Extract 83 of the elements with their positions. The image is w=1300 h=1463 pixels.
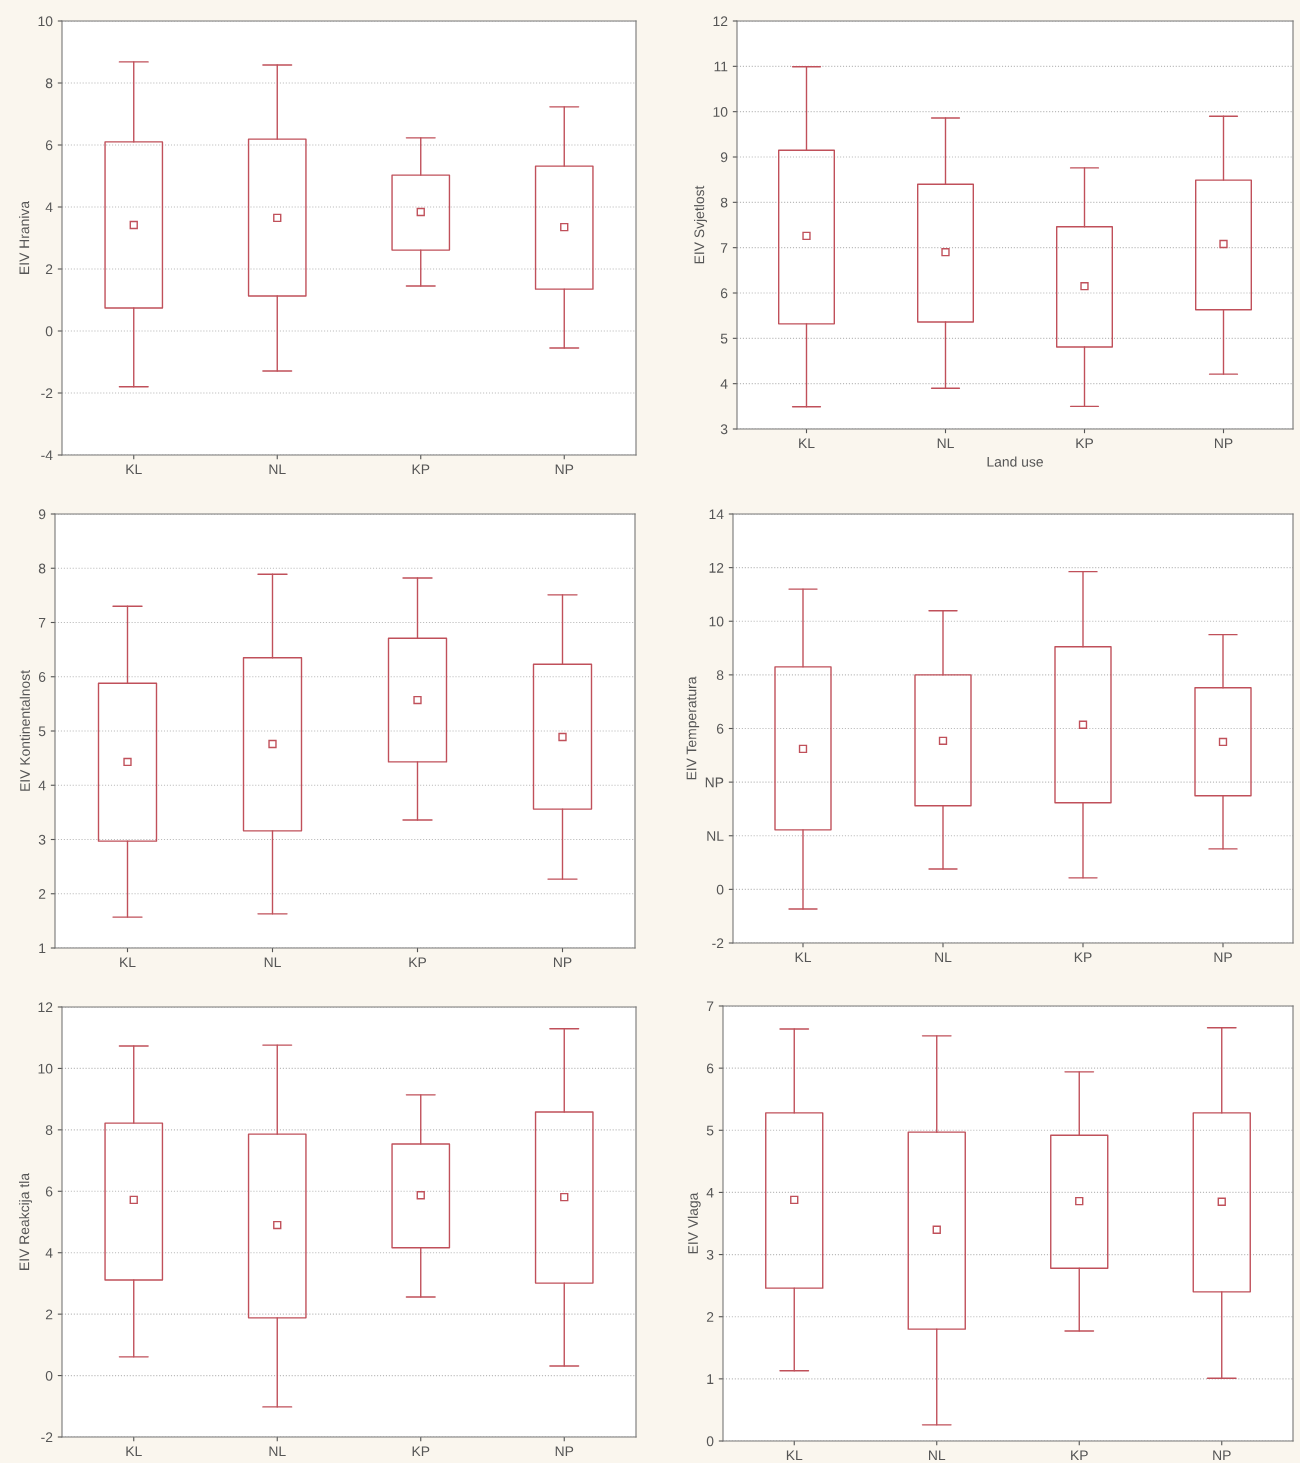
y-tick-label: 5	[720, 333, 728, 344]
y-tick-label: 2	[38, 889, 46, 899]
y-tick-label: 6	[720, 288, 728, 299]
y-tick-label: -2	[41, 388, 53, 399]
y-tick-label: 3	[720, 424, 728, 435]
y-tick-label: 10	[38, 16, 53, 27]
x-tick-label: KL	[799, 438, 815, 449]
x-tick-label: NL	[937, 438, 954, 449]
y-tick-label: 4	[45, 202, 53, 213]
x-tick-label: NL	[264, 957, 281, 968]
y-tick-label: 0	[45, 1370, 53, 1381]
y-tick-label: -4	[41, 450, 53, 461]
y-axis-title: EIV Hraniva	[19, 200, 30, 274]
y-tick-label: 2	[45, 264, 53, 275]
y-tick-label: 12	[713, 16, 728, 27]
x-tick-label: NP	[553, 957, 572, 968]
x-tick-label: KL	[795, 952, 812, 963]
y-tick-label: 10	[713, 107, 728, 117]
y-axis-title: EIV Kontinentalnost	[19, 670, 30, 791]
y-tick-label: -2	[712, 938, 724, 949]
y-tick-label: 2	[45, 1309, 53, 1320]
y-tick-label: 12	[38, 1002, 53, 1013]
y-tick-label: NL	[707, 831, 724, 841]
y-tick-label: 7	[706, 1001, 714, 1012]
y-tick-label: 8	[716, 670, 724, 681]
y-tick-label: 14	[709, 509, 724, 520]
x-tick-label: KL	[126, 464, 142, 475]
y-tick-label: 6	[45, 140, 53, 151]
y-tick-label: 0	[45, 326, 53, 337]
y-tick-label: 8	[38, 563, 46, 574]
y-axis-title: EIV Svjetlost	[694, 185, 707, 264]
x-tick-label: KP	[409, 957, 427, 968]
y-tick-label: 6	[706, 1063, 714, 1074]
x-tick-label: KP	[412, 464, 430, 475]
x-tick-label: NL	[935, 952, 952, 963]
y-axis-title: EIV Vlaga	[687, 1192, 701, 1254]
y-tick-label: 10	[38, 1063, 53, 1074]
y-tick-label: 6	[716, 723, 724, 734]
y-tick-label: 9	[38, 509, 46, 520]
y-tick-label: -2	[41, 1432, 53, 1443]
y-tick-label: 1	[39, 943, 46, 954]
x-tick-label: NP	[1214, 438, 1233, 449]
x-tick-label: NP	[1214, 952, 1232, 963]
x-axis-title: Land use	[987, 456, 1043, 467]
y-tick-label: 7	[38, 617, 46, 628]
x-tick-label: KP	[1071, 1450, 1088, 1461]
y-tick-label: 9	[720, 152, 728, 163]
x-tick-label: NL	[269, 1446, 286, 1457]
y-tick-label: NP	[705, 777, 724, 788]
x-tick-label: KP	[1076, 438, 1094, 449]
y-tick-label: 4	[706, 1187, 714, 1198]
x-tick-label: NP	[555, 464, 574, 475]
x-tick-label: KP	[412, 1446, 430, 1457]
y-tick-label: 4	[38, 780, 46, 791]
y-tick-label: 1	[707, 1374, 714, 1384]
x-tick-label: KL	[120, 957, 136, 968]
y-tick-label: 0	[706, 1436, 714, 1447]
x-tick-label: KL	[126, 1446, 142, 1457]
y-tick-label: 6	[38, 672, 46, 682]
y-tick-label: 3	[706, 1249, 714, 1260]
y-tick-label: 8	[45, 1125, 53, 1136]
x-tick-label: NP	[555, 1446, 574, 1457]
y-tick-label: 0	[716, 884, 724, 895]
x-tick-label: KL	[786, 1450, 803, 1461]
x-tick-label: NL	[269, 464, 286, 475]
y-tick-label: 4	[720, 379, 728, 389]
y-tick-label: 3	[38, 834, 46, 845]
y-tick-label: 7	[720, 243, 728, 253]
y-tick-label: 11	[714, 61, 728, 72]
y-tick-label: 10	[709, 616, 724, 627]
y-tick-label: 6	[45, 1186, 53, 1197]
x-tick-label: NP	[1213, 1450, 1231, 1461]
y-tick-label: 2	[706, 1312, 714, 1322]
y-axis-title: EIV Reakcija tla	[19, 1172, 32, 1270]
x-tick-label: KP	[1074, 952, 1092, 963]
y-tick-label: 5	[38, 726, 46, 737]
y-tick-label: 12	[709, 562, 724, 573]
x-tick-label: NL	[929, 1450, 946, 1461]
y-tick-label: 8	[720, 197, 728, 208]
y-tick-label: 8	[45, 78, 53, 89]
y-tick-label: 5	[706, 1125, 714, 1136]
y-axis-title: EIV Temperatura	[686, 676, 700, 780]
y-tick-label: 4	[45, 1248, 53, 1258]
